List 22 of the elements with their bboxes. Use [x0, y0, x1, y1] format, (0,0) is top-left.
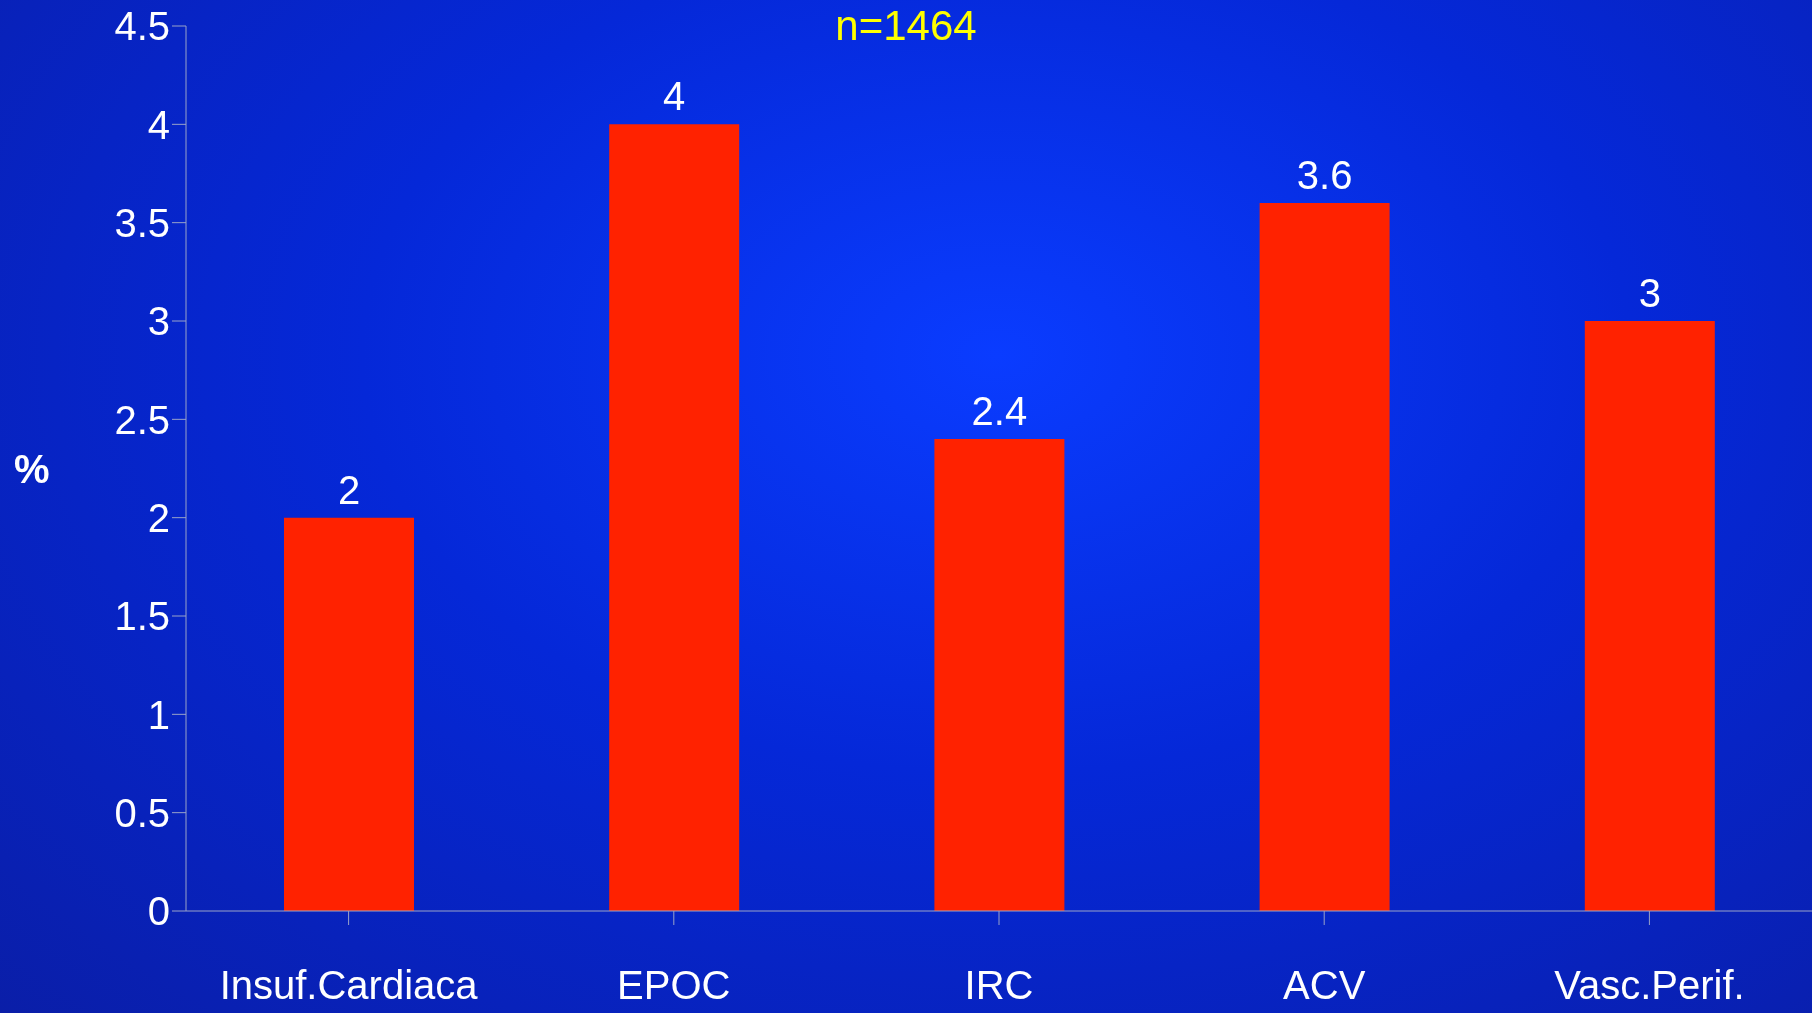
y-tick-label: 3: [147, 299, 170, 344]
y-tick-label: 4: [147, 102, 170, 147]
x-tick-label: Vasc.Perif.: [1554, 963, 1745, 1008]
x-tick-label: Insuf.Cardiaca: [219, 963, 479, 1008]
x-tick-label: ACV: [1283, 963, 1366, 1008]
y-tick-label: 1: [147, 692, 170, 737]
y-tick-label: 4.5: [114, 4, 170, 49]
y-tick-label: 0.5: [114, 790, 170, 835]
y-tick-label: 2.5: [114, 397, 170, 442]
data-label: 3.6: [1296, 153, 1353, 197]
data-label: 3: [1638, 271, 1661, 315]
data-label: 2: [337, 467, 361, 512]
y-tick-label: 2: [147, 495, 170, 540]
y-axis-title: %: [14, 446, 50, 491]
data-label: 2.4: [971, 389, 1028, 433]
x-tick-label: IRC: [964, 963, 1034, 1008]
chart-title: n=1464: [835, 2, 977, 49]
y-tick-label: 3.5: [114, 200, 170, 245]
data-label: 4: [663, 74, 686, 119]
x-tick-label: EPOC: [617, 963, 731, 1008]
y-tick-label: 1.5: [114, 594, 170, 639]
y-tick-label: 0: [147, 889, 170, 934]
